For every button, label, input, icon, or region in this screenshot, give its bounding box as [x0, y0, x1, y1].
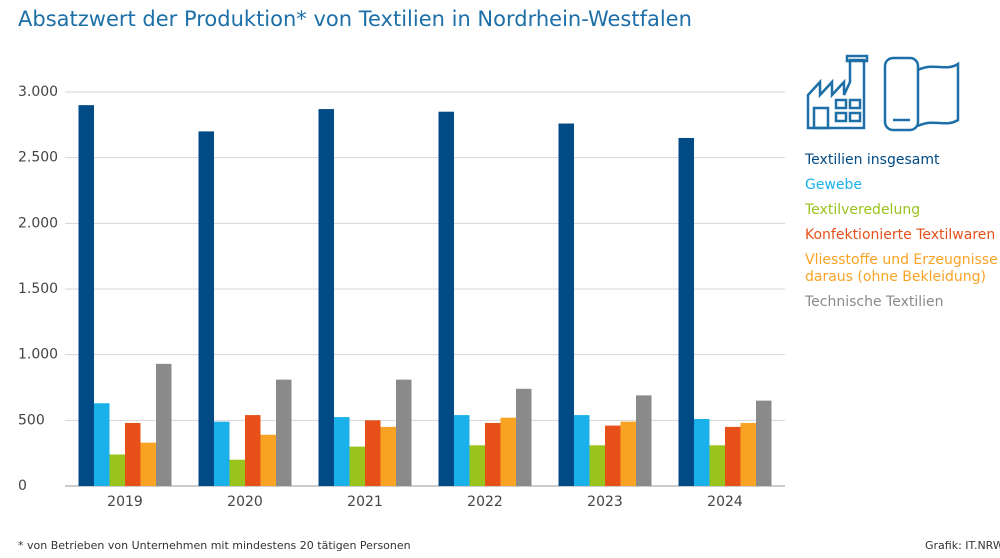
bar: [589, 445, 605, 486]
y-tick-label: 3.000: [18, 84, 58, 100]
bar: [245, 415, 261, 486]
icons: [806, 54, 960, 132]
x-tick-label: 2019: [107, 494, 143, 510]
legend-entry: Konfektionierte Textilwaren: [805, 227, 996, 243]
bar: [198, 131, 214, 486]
chart-title: Absatzwert der Produktion* von Textilien…: [18, 7, 692, 31]
bar: [678, 137, 694, 486]
bar: [485, 422, 501, 486]
x-tick-label: 2024: [707, 494, 743, 510]
bar: [109, 454, 125, 486]
bar: [380, 426, 396, 486]
bar: [78, 105, 94, 486]
legend-entry: Textilveredelung: [805, 202, 921, 218]
source: Grafik: IT.NRW: [925, 539, 1000, 552]
legend: Textilien insgesamt Gewebe Textilveredelun…: [805, 152, 1000, 319]
bar: [349, 446, 365, 486]
bar: [516, 388, 532, 486]
bar: [756, 400, 772, 486]
bar: [94, 403, 110, 486]
footnote: * von Betrieben von Unternehmen mit mind…: [18, 539, 411, 552]
bar: [260, 434, 276, 486]
y-tick-label: 2.000: [18, 215, 58, 231]
bar: [214, 421, 230, 486]
bar: [694, 419, 710, 486]
bar: [709, 445, 725, 486]
y-tick-label: 500: [18, 412, 45, 428]
legend-entry: Textilien insgesamt: [805, 152, 940, 168]
bar: [334, 417, 350, 486]
bar: [725, 426, 741, 486]
bar: [140, 442, 156, 486]
bar: [125, 422, 141, 486]
y-tick-label: 1.000: [18, 347, 58, 363]
x-tick-label: 2023: [587, 494, 623, 510]
bar: [740, 422, 756, 486]
bar: [574, 415, 590, 486]
bar: [636, 395, 652, 486]
bar: [396, 379, 412, 486]
legend-entry: Technische Textilien: [805, 294, 944, 310]
bar: [438, 111, 454, 486]
bar: [605, 425, 621, 486]
y-tick-label: 1.500: [18, 281, 58, 297]
bar: [229, 459, 245, 486]
legend-entry: Vliesstoffe und Erzeugnisse daraus (ohne…: [805, 252, 998, 285]
bar: [365, 420, 381, 486]
legend-entry: Gewebe: [805, 177, 863, 193]
y-tick-label: 0: [18, 478, 27, 494]
bar: [620, 421, 636, 486]
x-tick-label: 2021: [347, 494, 383, 510]
bar: [454, 415, 470, 486]
bar: [500, 417, 516, 486]
bar: [276, 379, 292, 486]
bar: [558, 123, 574, 487]
bar: [469, 445, 485, 486]
x-tick-label: 2022: [467, 494, 503, 510]
bar: [156, 363, 172, 486]
y-tick-label: 2.500: [18, 150, 58, 166]
x-tick-label: 2020: [227, 494, 263, 510]
bar: [318, 109, 334, 486]
